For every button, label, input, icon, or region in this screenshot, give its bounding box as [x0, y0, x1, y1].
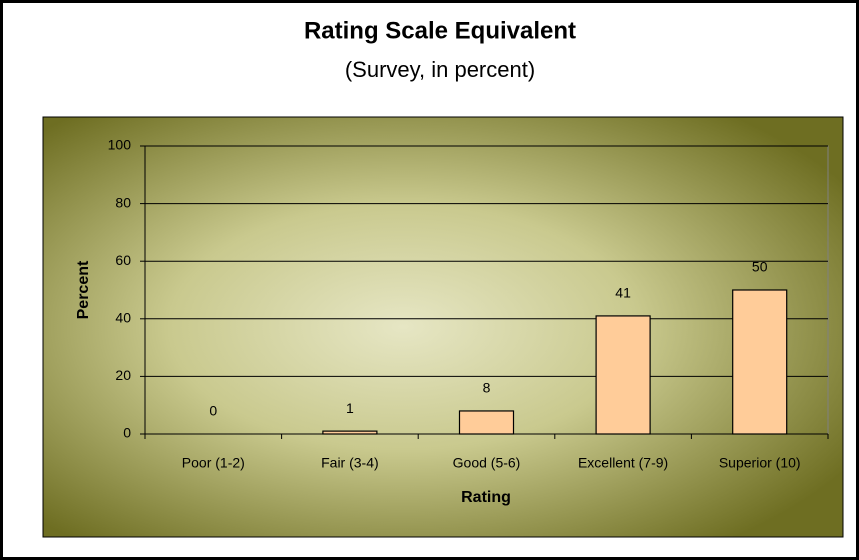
bar — [322, 430, 378, 435]
chart-title: Rating Scale Equivalent — [304, 17, 576, 44]
x-tick-label: Excellent (7-9) — [578, 455, 668, 471]
chart-area — [42, 116, 844, 538]
bar — [458, 410, 515, 435]
x-tick-label: Fair (3-4) — [321, 455, 379, 471]
data-label: 0 — [209, 403, 217, 419]
data-label: 8 — [483, 380, 491, 396]
y-tick-label: 60 — [115, 252, 131, 268]
data-label: 50 — [752, 259, 768, 275]
y-tick-label: 20 — [115, 367, 131, 383]
bar — [732, 289, 788, 435]
x-tick-label: Superior (10) — [719, 455, 801, 471]
y-tick-label: 40 — [115, 310, 131, 326]
y-tick-label: 0 — [123, 425, 131, 441]
y-axis-label: Percent — [75, 260, 92, 319]
bar — [595, 315, 651, 435]
data-label: 1 — [346, 400, 354, 416]
x-tick-label: Poor (1-2) — [182, 455, 245, 471]
x-tick-label: Good (5-6) — [453, 455, 521, 471]
data-label: 41 — [615, 285, 631, 301]
chart-subtitle: (Survey, in percent) — [345, 57, 535, 82]
y-tick-label: 80 — [115, 194, 131, 210]
x-axis-label: Rating — [461, 489, 511, 506]
y-tick-label: 100 — [108, 137, 132, 153]
